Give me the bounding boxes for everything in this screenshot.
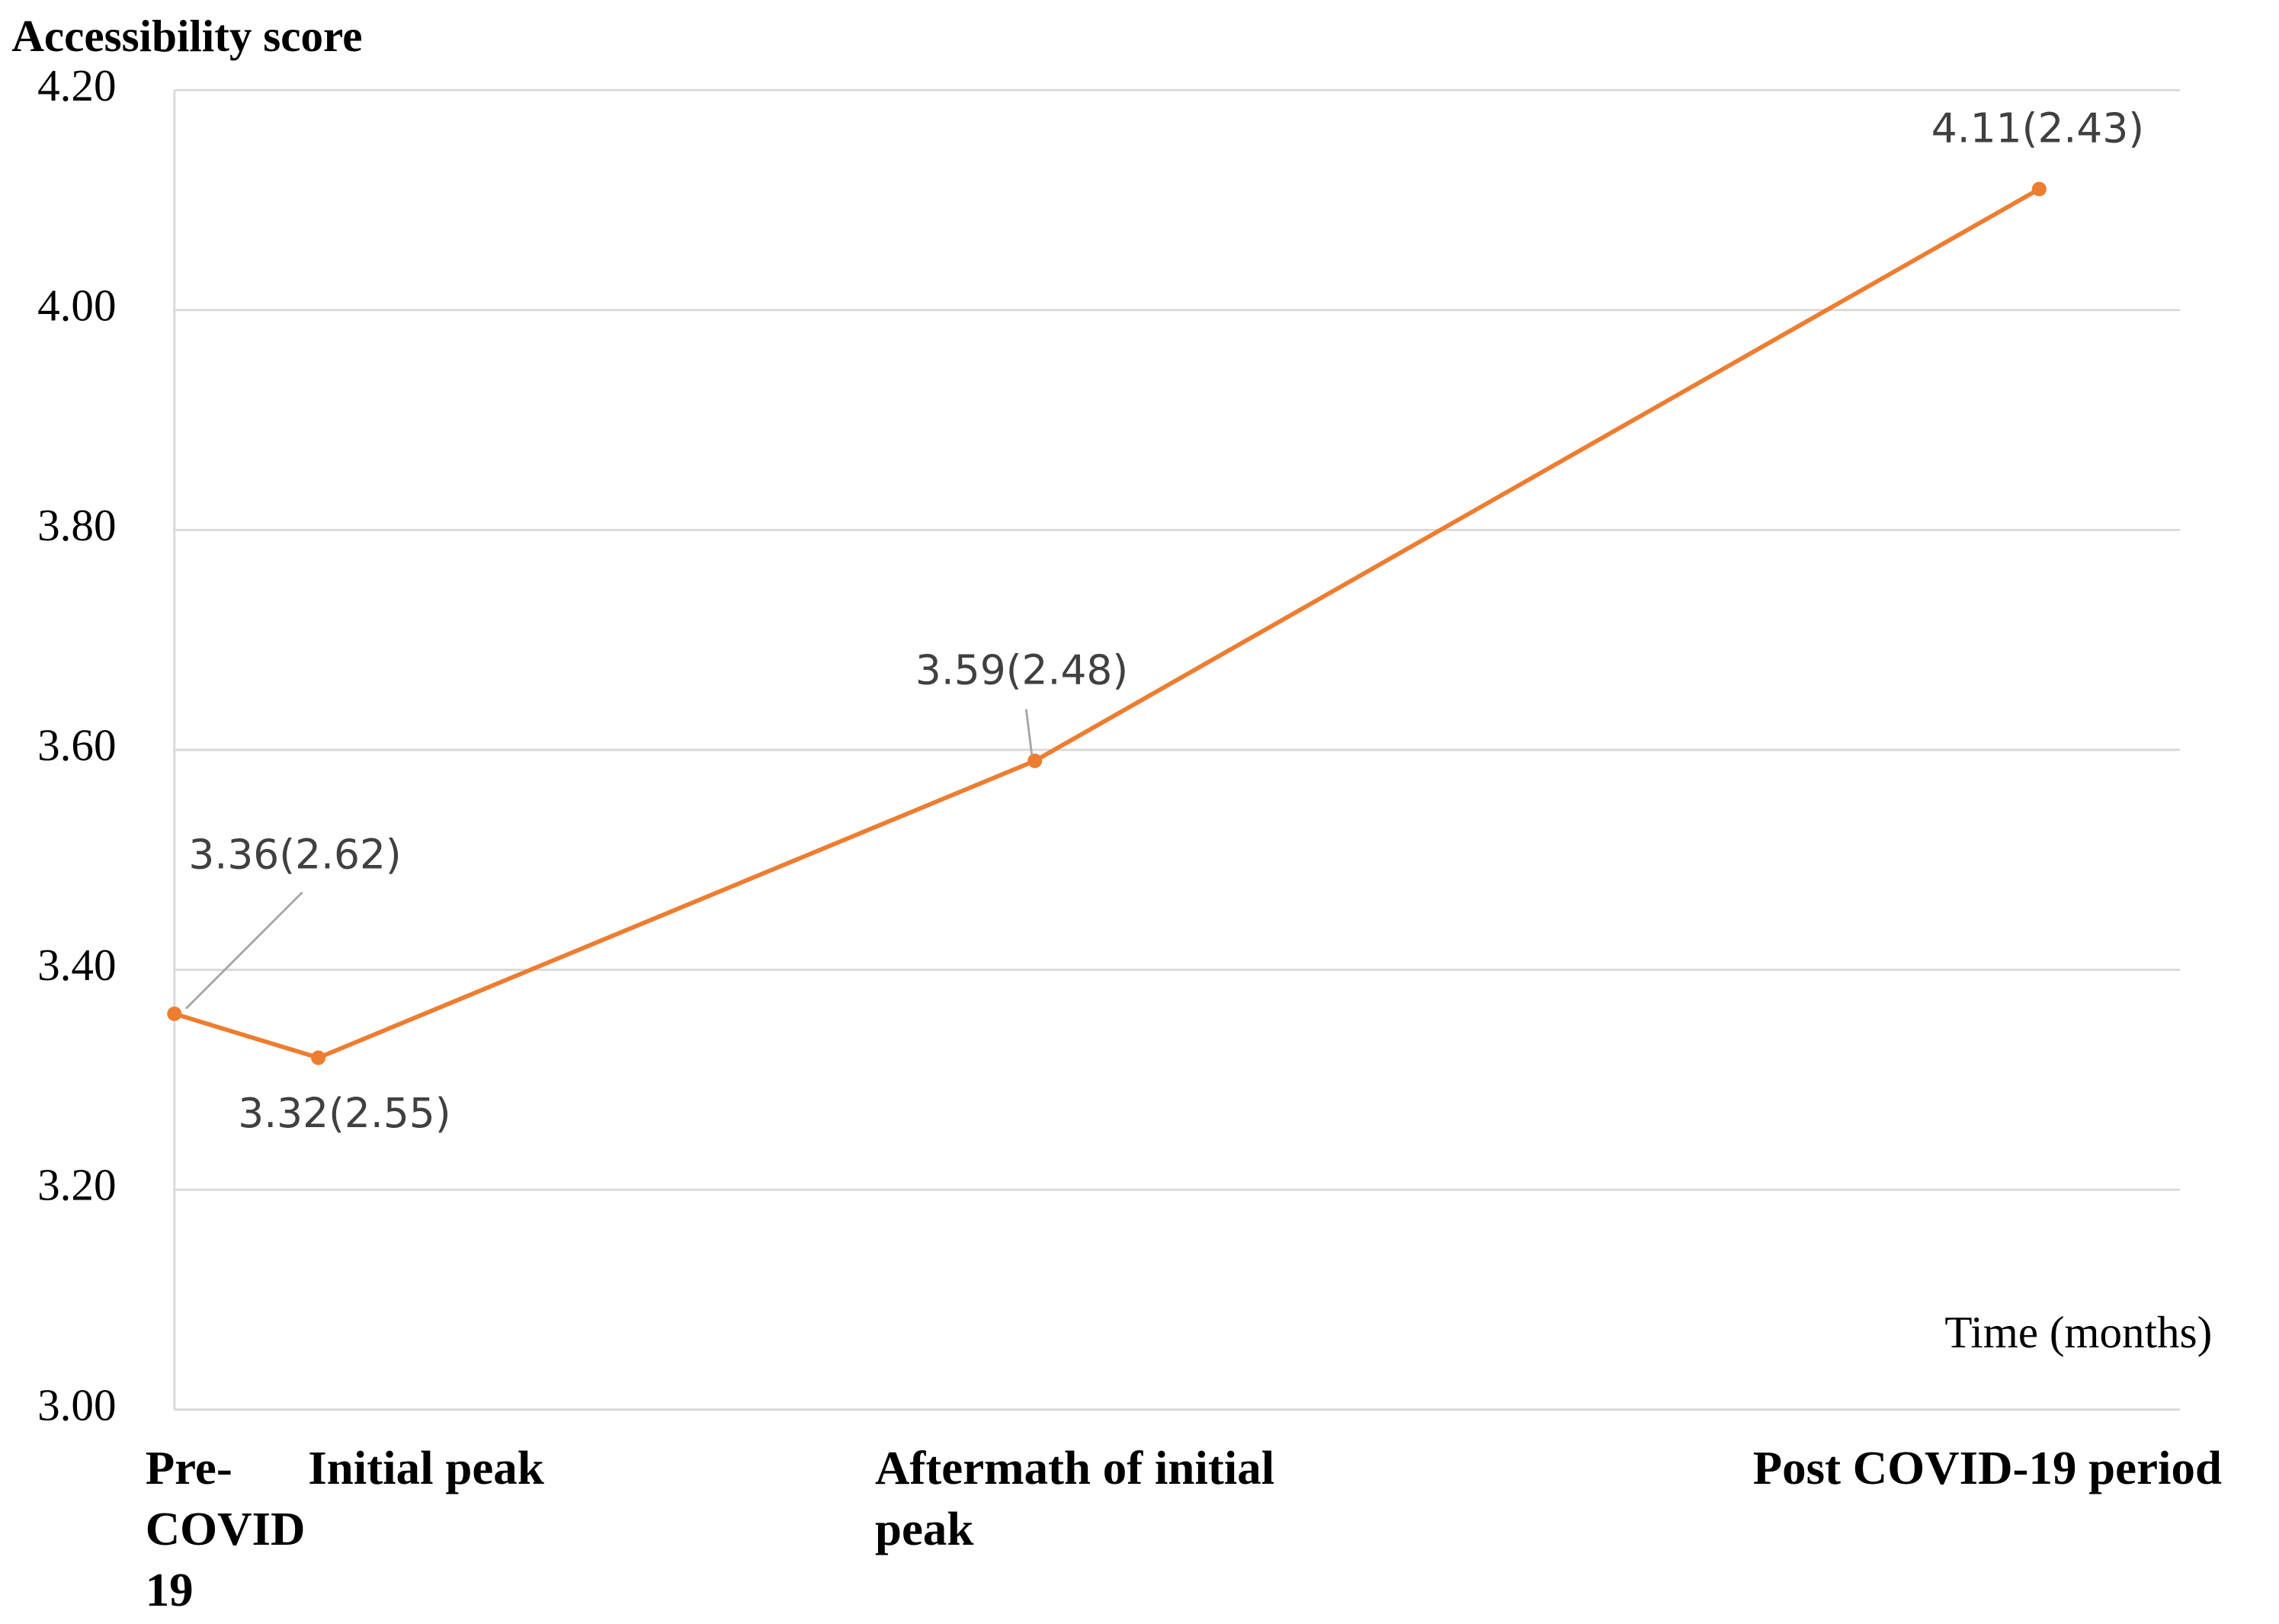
y-axis-title: Accessibility score	[11, 11, 362, 61]
data-point	[311, 1050, 326, 1065]
y-tick-label: 3.40	[37, 940, 116, 990]
y-tick-label: 3.20	[37, 1160, 116, 1210]
x-tick-label-box: Initial peak	[308, 1443, 544, 1496]
x-tick-label: Pre-COVID-19	[145, 1443, 306, 1618]
x-tick-label-box: Pre-COVID-19	[145, 1443, 306, 1618]
data-point	[1027, 753, 1043, 768]
x-axis-title: Time (months)	[1944, 1307, 2212, 1357]
data-label: 3.32(2.55)	[238, 1089, 450, 1137]
x-tick-label-box: Aftermath of initial peak	[874, 1443, 1275, 1557]
data-point	[2031, 181, 2047, 197]
y-tick-label: 3.80	[37, 500, 116, 550]
y-tick-label: 4.00	[37, 280, 116, 330]
data-label: 4.11(2.43)	[1931, 104, 2144, 152]
y-tick-label: 3.00	[37, 1379, 116, 1430]
data-label: 3.36(2.62)	[188, 831, 401, 879]
leader-line	[1024, 709, 1034, 756]
data-point	[167, 1006, 182, 1021]
x-tick-label: Initial peak	[308, 1443, 544, 1496]
x-tick-label-box: Post COVID-19 period	[1752, 1443, 2222, 1496]
y-tick-label: 4.20	[37, 60, 116, 111]
line	[173, 187, 2040, 1061]
data-label: 3.59(2.48)	[915, 646, 1128, 694]
leader-line	[185, 891, 303, 1010]
x-tick-label: Post COVID-19 period	[1752, 1443, 2222, 1496]
x-tick-label: Aftermath of initial peak	[874, 1443, 1275, 1557]
y-tick-label: 3.60	[37, 720, 116, 770]
